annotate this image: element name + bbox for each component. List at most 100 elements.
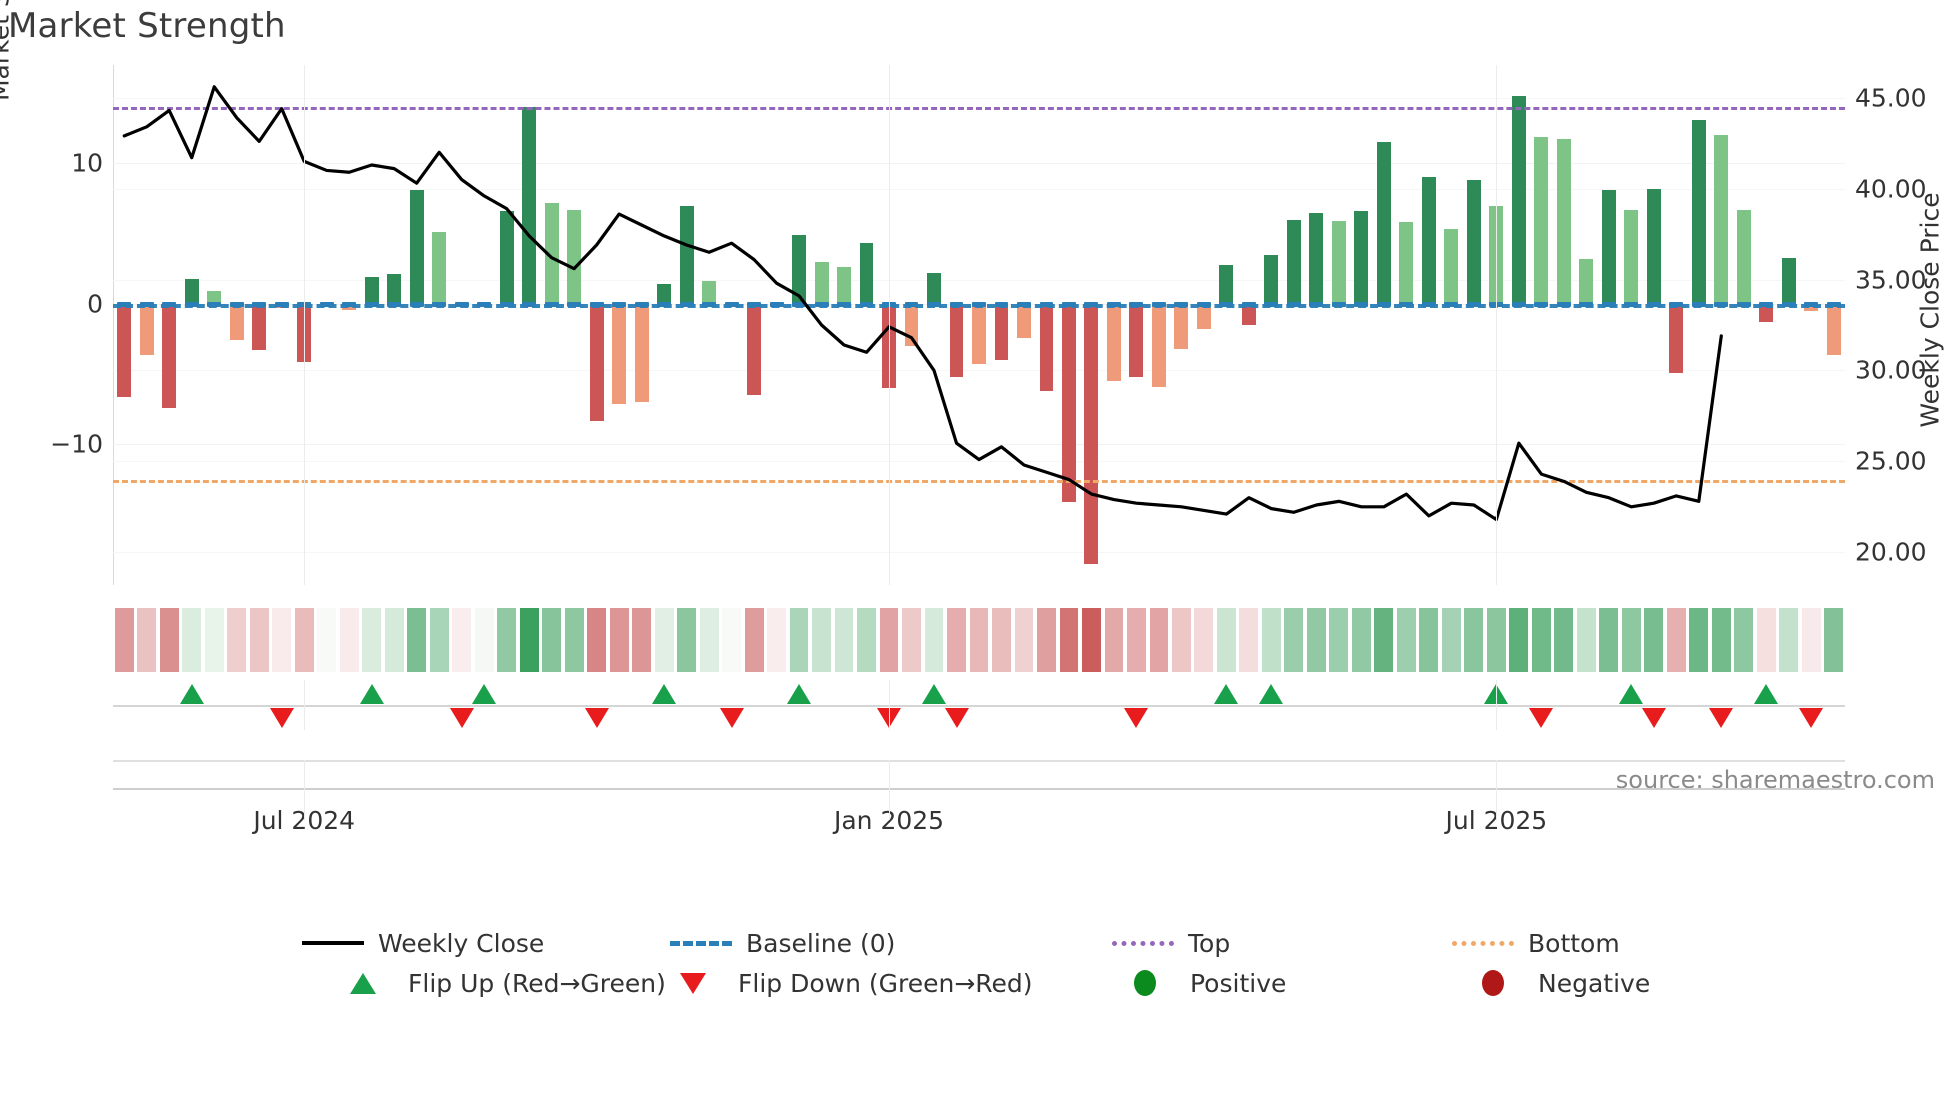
flip-up-marker <box>1259 684 1284 704</box>
legend-item[interactable]: Flip Down (Green→Red) <box>660 960 1033 1006</box>
gridline-secondary <box>113 188 1845 190</box>
chart-legend: Weekly Close Baseline (0) Top Bottom Flip U… <box>300 920 1700 1030</box>
bar <box>927 273 941 304</box>
left-tick-label: 0 <box>87 289 103 319</box>
bar <box>1286 219 1301 304</box>
bar <box>1556 139 1571 304</box>
left-tick-label: 10 <box>71 148 103 178</box>
heatmap-cell <box>519 608 539 672</box>
flip-up-marker <box>652 684 677 704</box>
heatmap-cell <box>1284 608 1304 672</box>
bar <box>1534 136 1549 304</box>
heatmap-cell <box>474 608 494 672</box>
heatmap-cell <box>789 608 809 672</box>
bar <box>702 281 717 304</box>
bar <box>679 205 694 304</box>
bar <box>1062 303 1076 503</box>
bar <box>1196 303 1211 330</box>
bar <box>1354 211 1369 304</box>
heatmap-cell <box>1239 608 1259 672</box>
bar <box>837 267 851 304</box>
legend-item[interactable]: Baseline (0) <box>668 920 895 966</box>
main-plot-area: 10 0 −10 45.00 40.00 35.00 30.00 25.00 20.00 <box>50 65 1927 585</box>
bar <box>544 202 559 304</box>
weekly-close-path <box>122 85 1723 522</box>
bar <box>1106 303 1121 382</box>
gridline-secondary <box>113 97 1845 99</box>
legend-label: Top <box>1188 928 1231 958</box>
heatmap-cell <box>339 608 359 672</box>
heatmap-cell <box>362 608 382 672</box>
heatmap-cell <box>1194 608 1214 672</box>
x-axis: Jul 2024 Jan 2025 Jul 2025 <box>113 770 1845 858</box>
heatmap-cell <box>1171 608 1191 672</box>
heatmap-cell <box>587 608 607 672</box>
bar <box>634 303 649 403</box>
heatmap-cell <box>1419 608 1439 672</box>
top-threshold-line <box>113 107 1845 111</box>
weekly-close-line <box>122 85 1723 522</box>
gridline-secondary <box>113 370 1845 372</box>
flip-down-marker <box>944 708 969 728</box>
gridline <box>113 163 1845 165</box>
heatmap-cell <box>564 608 584 672</box>
triangle-up-green-icon <box>330 968 396 998</box>
bar <box>747 303 762 396</box>
vertical-guide <box>889 680 891 730</box>
right-tick-label: 35.00 <box>1855 265 1927 295</box>
flip-down-marker <box>1124 708 1149 728</box>
heatmap-cell <box>497 608 517 672</box>
bar <box>522 107 537 304</box>
flip-up-marker <box>179 684 204 704</box>
bar <box>139 303 154 355</box>
heatmap-cell <box>1216 608 1236 672</box>
bar <box>657 284 672 304</box>
dotted-line-purple-icon <box>1110 928 1176 958</box>
legend-item[interactable]: Top <box>1110 920 1230 966</box>
legend-item[interactable]: Flip Up (Red→Green) <box>330 960 666 1006</box>
heatmap-cell <box>1104 608 1124 672</box>
legend-item[interactable]: Negative <box>1460 960 1650 1006</box>
heatmap-cell <box>677 608 697 672</box>
bar <box>1376 142 1391 304</box>
legend-item[interactable]: Bottom <box>1450 920 1620 966</box>
bar <box>1466 180 1481 304</box>
bar <box>1736 209 1751 304</box>
bar <box>1624 209 1639 304</box>
legend-item[interactable]: Weekly Close <box>300 920 544 966</box>
legend-label: Bottom <box>1528 928 1620 958</box>
heatmap-cell <box>1531 608 1551 672</box>
heatmap-cell <box>204 608 224 672</box>
right-tick-label: 30.00 <box>1855 355 1927 385</box>
bar <box>1331 221 1346 304</box>
flip-down-marker <box>719 708 744 728</box>
bar <box>162 303 177 408</box>
heatmap-cell <box>137 608 157 672</box>
triangle-down-red-icon <box>660 968 726 998</box>
bar <box>1129 303 1144 377</box>
bar <box>567 209 582 304</box>
heatmap-cell <box>1644 608 1664 672</box>
heatmap-cell <box>1059 608 1079 672</box>
legend-row-markers: Flip Up (Red→Green) Flip Down (Green→Red)… <box>300 960 1700 1006</box>
flip-up-marker <box>1619 684 1644 704</box>
bar <box>1151 303 1166 387</box>
bar <box>1781 257 1796 304</box>
bar <box>432 232 447 304</box>
legend-item[interactable]: Positive <box>1112 960 1286 1006</box>
vertical-guide <box>304 760 306 820</box>
heatmap-cell <box>272 608 292 672</box>
legend-label: Flip Up (Red→Green) <box>408 968 666 998</box>
solid-line-black-icon <box>300 928 366 958</box>
bar <box>184 278 199 304</box>
lower-gridline-top <box>113 760 1845 762</box>
flip-up-marker <box>359 684 384 704</box>
bar <box>387 274 402 304</box>
right-tick-label: 25.00 <box>1855 446 1927 476</box>
gridline-secondary <box>113 552 1845 554</box>
heatmap-cell <box>969 608 989 672</box>
heatmap-cell <box>947 608 966 672</box>
heatmap-cell <box>1396 608 1416 672</box>
heatmap-cell <box>182 608 202 672</box>
heatmap-cell <box>1149 608 1169 672</box>
